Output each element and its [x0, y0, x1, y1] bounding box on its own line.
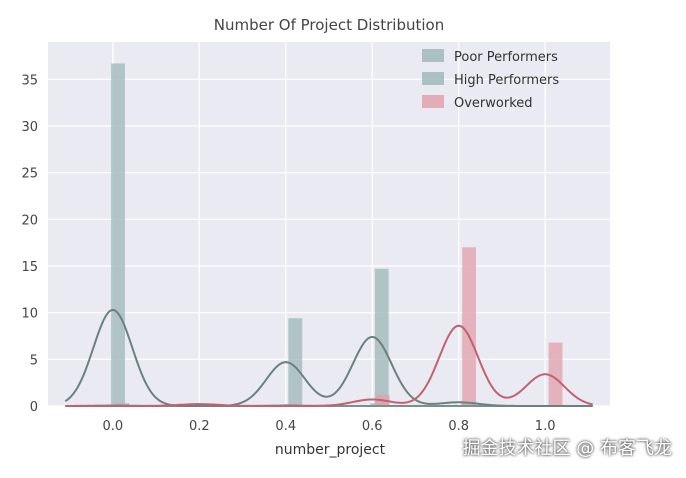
histogram-bars	[111, 63, 563, 406]
legend-swatch	[422, 72, 444, 85]
y-tick-label: 0	[30, 400, 38, 415]
y-tick-label: 10	[21, 307, 38, 322]
density-curves	[64, 308, 593, 407]
gridlines	[48, 42, 610, 407]
legend-label: High Performers	[454, 73, 559, 88]
watermark-text: 掘金技术社区 @ 布客飞龙	[462, 438, 672, 459]
y-tick-label: 35	[21, 73, 38, 88]
x-tick-label: 0.6	[362, 419, 383, 434]
y-tick-label: 5	[30, 353, 38, 368]
x-axis-label: number_project	[275, 442, 386, 458]
y-tick-label: 30	[21, 120, 38, 135]
x-tick-label: 1.0	[535, 419, 556, 434]
bar-high-performers	[288, 318, 303, 406]
y-axis-ticks: 0 5 10 15 20 25 30 35	[21, 73, 38, 415]
legend-swatch	[422, 95, 444, 108]
plot-area	[48, 42, 610, 406]
x-tick-label: 0.8	[448, 419, 469, 434]
kde-line-high-performers	[64, 308, 593, 407]
bar-overworked	[462, 247, 476, 406]
x-tick-label: 0.0	[103, 419, 124, 434]
kde-line-overworked	[65, 324, 593, 407]
y-tick-label: 20	[21, 213, 38, 228]
bar-high-performers	[374, 268, 389, 406]
legend-label: Overworked	[454, 96, 533, 111]
x-tick-label: 0.4	[275, 419, 296, 434]
x-axis-ticks: 0.0 0.2 0.4 0.6 0.8 1.0	[103, 419, 556, 434]
x-tick-label: 0.2	[189, 419, 210, 434]
y-tick-label: 25	[21, 167, 38, 182]
bar-poor-performers	[111, 63, 125, 406]
legend: Poor Performers High Performers Overworked	[422, 49, 559, 111]
legend-label: Poor Performers	[454, 50, 558, 65]
chart-title: Number Of Project Distribution	[214, 16, 444, 34]
legend-swatch	[422, 49, 444, 62]
bar-overworked	[548, 342, 563, 406]
y-tick-label: 15	[21, 260, 38, 275]
